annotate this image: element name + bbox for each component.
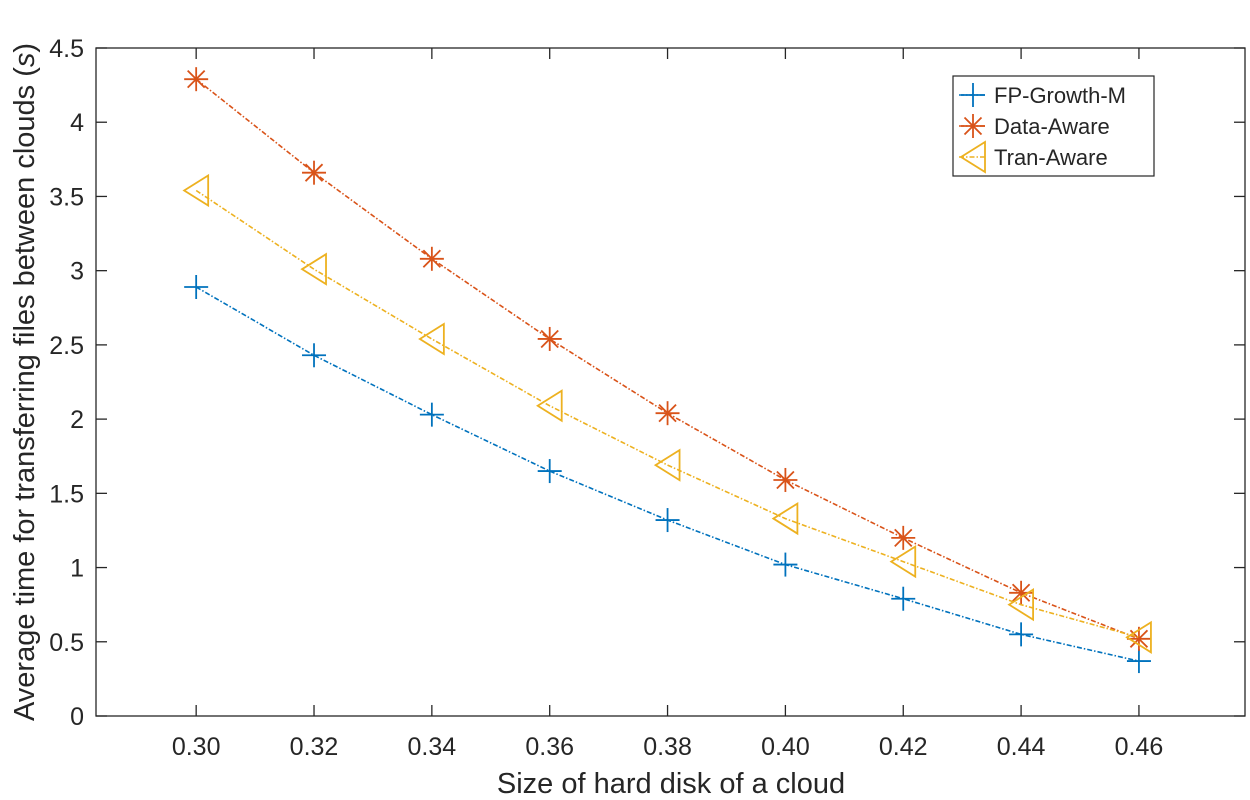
x-tick-label: 0.30 xyxy=(172,733,221,761)
data-point-tran-aware xyxy=(1125,620,1152,654)
series-group xyxy=(182,67,1152,674)
x-tick-label: 0.42 xyxy=(879,733,928,761)
data-point-fp-growth-m xyxy=(1009,622,1034,647)
data-point-tran-aware xyxy=(771,501,799,536)
marker-shape xyxy=(889,544,917,579)
y-tick-label: 2.5 xyxy=(49,332,84,360)
y-axis-title-unit: s xyxy=(9,53,41,68)
data-point-tran-aware xyxy=(536,389,563,423)
legend-marker-data-aware xyxy=(961,114,985,138)
data-point-tran-aware xyxy=(1007,588,1034,622)
marker-shape xyxy=(959,140,986,174)
legend-label-fp-growth-m: FP-Growth-M xyxy=(994,83,1126,108)
legend-marker-tran-aware xyxy=(959,140,986,174)
marker-stroke xyxy=(963,116,983,136)
x-tick-label: 0.46 xyxy=(1115,733,1164,761)
marker-stroke xyxy=(187,70,206,89)
series-line-fp-growth-m xyxy=(195,286,1140,662)
x-tick-label: 0.44 xyxy=(997,733,1046,761)
data-point-data-aware xyxy=(891,525,916,550)
marker-stroke xyxy=(540,329,559,349)
y-tick-label: 4 xyxy=(70,109,84,137)
legend-marker-fp-growth-m xyxy=(961,83,985,107)
legend-entry-data-aware: Data-Aware xyxy=(959,114,1110,139)
data-point-tran-aware xyxy=(182,173,210,208)
data-point-fp-growth-m xyxy=(302,343,327,368)
legend-label-data-aware: Data-Aware xyxy=(994,114,1110,139)
marker-stroke xyxy=(422,249,441,268)
y-tick-label: 0 xyxy=(70,703,84,731)
axes: 0 0.5 1 1.5 2 2.5 3 3.5 4 4.5 0.30 0.32 0.34 0.36 0.38… xyxy=(49,35,1246,761)
data-point-data-aware xyxy=(184,67,209,92)
marker-stroke xyxy=(1011,583,1031,602)
legend: FP-Growth-M Data-Aware Tran-Aware xyxy=(952,75,1155,177)
x-axis-title: Size of hard disk of a cloud xyxy=(497,768,845,800)
data-point-data-aware xyxy=(419,246,444,271)
data-point-fp-growth-m xyxy=(891,586,916,611)
data-point-fp-growth-m xyxy=(419,402,444,427)
y-axis-title-main: Average time for transferring files betw… xyxy=(9,67,41,721)
marker-stroke xyxy=(1129,629,1149,648)
x-tick-label: 0.38 xyxy=(643,733,692,761)
y-tick-label: 3 xyxy=(70,258,84,286)
marker-shape xyxy=(300,252,327,286)
data-point-data-aware xyxy=(773,467,798,492)
data-point-data-aware xyxy=(302,160,327,185)
plot-frame xyxy=(95,47,1246,717)
marker-stroke xyxy=(304,163,324,182)
data-point-tran-aware xyxy=(418,322,445,356)
data-point-tran-aware xyxy=(889,544,917,579)
data-point-fp-growth-m xyxy=(1126,649,1151,674)
x-tick-label: 0.40 xyxy=(761,733,810,761)
marker-shape xyxy=(418,322,445,356)
x-tick-label: 0.32 xyxy=(290,733,339,761)
data-point-fp-growth-m xyxy=(773,552,798,577)
series-line-tran-aware xyxy=(195,189,1140,639)
marker-stroke xyxy=(658,404,677,423)
marker-shape xyxy=(182,173,210,208)
data-point-data-aware xyxy=(537,326,562,351)
data-point-fp-growth-m xyxy=(184,274,209,299)
marker-shape xyxy=(536,389,563,423)
y-tick-label: 2 xyxy=(70,406,84,434)
series-fp-growth-m xyxy=(184,274,1151,674)
y-tick-label: 1 xyxy=(70,555,84,583)
marker-shape xyxy=(771,501,799,536)
data-point-data-aware xyxy=(655,401,680,426)
marker-shape xyxy=(653,448,681,482)
marker-shape xyxy=(1125,620,1152,654)
legend-entry-tran-aware: Tran-Aware xyxy=(959,140,1108,174)
data-point-tran-aware xyxy=(300,252,327,286)
x-tick-label: 0.34 xyxy=(408,733,457,761)
marker-shape xyxy=(1007,588,1034,622)
y-tick-label: 3.5 xyxy=(49,183,84,211)
legend-entry-fp-growth-m: FP-Growth-M xyxy=(959,83,1126,108)
y-tick-label: 0.5 xyxy=(49,629,84,657)
y-axis-title-close: ) xyxy=(9,43,41,53)
legend-box xyxy=(952,75,1155,177)
marker-stroke xyxy=(776,470,795,490)
series-tran-aware xyxy=(182,173,1152,654)
data-point-fp-growth-m xyxy=(655,508,680,533)
legend-label-tran-aware: Tran-Aware xyxy=(994,145,1108,170)
data-point-fp-growth-m xyxy=(537,459,562,484)
x-tick-label: 0.36 xyxy=(525,733,574,761)
y-tick-label: 1.5 xyxy=(49,480,84,508)
marker-stroke xyxy=(894,528,913,548)
y-tick-label: 4.5 xyxy=(49,35,84,63)
y-axis-title: Average time for transferring files betw… xyxy=(9,43,41,721)
data-point-tran-aware xyxy=(653,448,681,482)
